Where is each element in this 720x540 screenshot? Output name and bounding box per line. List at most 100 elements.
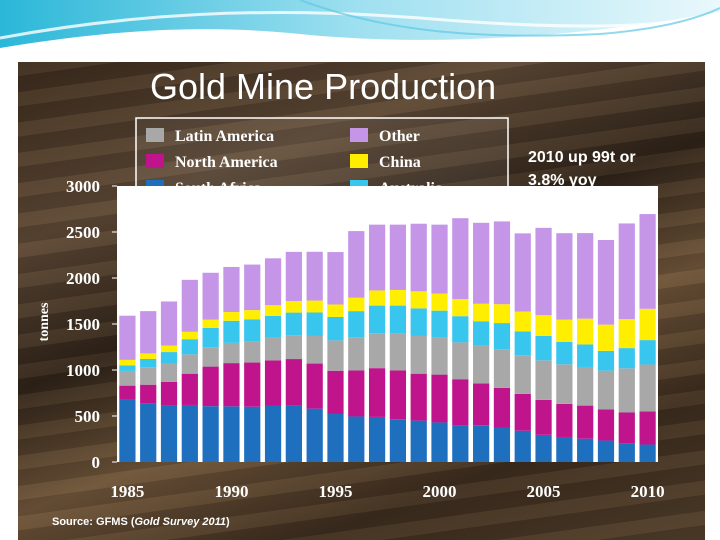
bar-south-africa-2006 <box>556 436 573 462</box>
bar-north-america-1992 <box>264 360 282 406</box>
bar-australia-1996 <box>348 311 365 338</box>
bar-other-1988 <box>181 279 198 332</box>
bar-other-1995 <box>327 252 344 305</box>
bar-australia-1987 <box>160 352 178 364</box>
bar-latin-america-2006 <box>556 364 573 404</box>
y-tick-label: 1500 <box>66 315 100 334</box>
bar-north-america-1987 <box>160 381 178 406</box>
bar-china-2000 <box>431 293 448 311</box>
bar-other-2006 <box>556 233 573 320</box>
bar-south-africa-2004 <box>514 430 531 462</box>
bar-china-1997 <box>368 290 386 306</box>
bar-china-2007 <box>577 318 594 345</box>
bar-china-2001 <box>452 299 469 317</box>
bar-north-america-1990 <box>223 363 240 407</box>
legend-label-north-america: North America <box>175 154 278 171</box>
bar-north-america-2005 <box>535 399 552 435</box>
bar-latin-america-1994 <box>306 335 323 364</box>
bar-australia-1992 <box>264 315 282 338</box>
bar-china-1994 <box>306 300 323 313</box>
x-tick-label: 1990 <box>214 482 248 501</box>
y-tick-label: 2000 <box>66 269 100 288</box>
bar-other-1999 <box>410 223 427 292</box>
bar-china-1986 <box>140 353 157 359</box>
x-tick-label: 2010 <box>631 482 665 501</box>
bar-china-2005 <box>535 315 552 336</box>
bar-south-africa-1991 <box>244 406 261 462</box>
bar-north-america-2004 <box>514 393 531 431</box>
bar-south-africa-2008 <box>597 440 615 462</box>
bar-south-africa-2005 <box>535 434 552 462</box>
y-tick-label: 500 <box>75 407 101 426</box>
legend-swatch-north-america <box>146 154 164 168</box>
bar-australia-2000 <box>431 310 448 338</box>
bar-south-africa-2000 <box>431 422 448 462</box>
legend-label-latin-america: Latin America <box>175 128 274 145</box>
bar-north-america-2009 <box>618 412 635 444</box>
annotation-text: 2010 up 99t or 3.8% yoy <box>528 146 636 192</box>
bar-north-america-1989 <box>202 366 219 407</box>
bar-south-africa-1986 <box>140 403 157 462</box>
bar-north-america-2002 <box>473 383 490 426</box>
bar-other-1991 <box>244 264 261 311</box>
bar-south-africa-1989 <box>202 406 219 462</box>
bar-latin-america-1997 <box>368 333 386 369</box>
bar-latin-america-1996 <box>348 337 365 371</box>
bar-australia-2010 <box>639 340 656 365</box>
bar-south-africa-1992 <box>264 405 282 462</box>
x-tick-label: 2005 <box>527 482 561 501</box>
bar-china-1985 <box>119 359 136 366</box>
bar-south-africa-1993 <box>285 405 302 462</box>
bar-south-africa-1997 <box>368 416 386 462</box>
bar-south-africa-2010 <box>639 444 656 462</box>
x-tick-label: 2000 <box>423 482 457 501</box>
bar-china-1992 <box>264 305 282 316</box>
bar-australia-2005 <box>535 335 552 361</box>
bar-other-2010 <box>639 214 656 309</box>
bar-north-america-2001 <box>452 379 469 426</box>
bar-north-america-2008 <box>597 409 615 441</box>
bar-australia-2006 <box>556 341 573 365</box>
y-axis-label: tonnes <box>37 302 52 341</box>
legend-swatch-china <box>350 154 368 168</box>
bar-other-2003 <box>493 221 511 305</box>
bar-china-1993 <box>285 301 302 313</box>
legend-label-other: Other <box>379 128 420 145</box>
y-tick-label: 2500 <box>66 223 100 242</box>
bar-latin-america-2000 <box>431 337 448 375</box>
bar-australia-1998 <box>389 305 407 334</box>
bar-china-2002 <box>473 303 490 322</box>
bar-latin-america-2003 <box>493 349 511 388</box>
bar-other-2005 <box>535 227 552 316</box>
bar-australia-2002 <box>473 321 490 346</box>
bar-china-1998 <box>389 289 407 306</box>
slide-header-decoration <box>0 0 720 62</box>
bar-latin-america-2004 <box>514 355 531 394</box>
bar-australia-1986 <box>140 358 157 368</box>
bar-china-2009 <box>618 319 635 349</box>
bar-latin-america-2007 <box>577 366 594 406</box>
bar-north-america-2000 <box>431 374 448 423</box>
y-tick-label: 1000 <box>66 361 100 380</box>
bar-north-america-1988 <box>181 373 198 405</box>
y-tick-label: 0 <box>92 453 101 472</box>
bar-north-america-1997 <box>368 368 386 417</box>
bar-other-1985 <box>119 315 136 360</box>
bar-australia-1989 <box>202 327 219 348</box>
bar-latin-america-1992 <box>264 337 282 361</box>
bar-latin-america-2008 <box>597 370 615 410</box>
bar-australia-1988 <box>181 339 198 355</box>
bar-south-africa-1995 <box>327 413 344 462</box>
bar-china-2010 <box>639 308 656 341</box>
bar-latin-america-1998 <box>389 333 407 371</box>
bar-other-1998 <box>389 224 407 290</box>
bar-south-africa-2007 <box>577 438 594 462</box>
bar-south-africa-2009 <box>618 443 635 462</box>
bar-other-1993 <box>285 251 302 302</box>
bar-south-africa-2001 <box>452 425 469 462</box>
plot-area <box>117 186 658 462</box>
bar-china-1996 <box>348 297 365 312</box>
annotation-arrow <box>641 196 651 214</box>
bar-australia-2003 <box>493 323 511 350</box>
